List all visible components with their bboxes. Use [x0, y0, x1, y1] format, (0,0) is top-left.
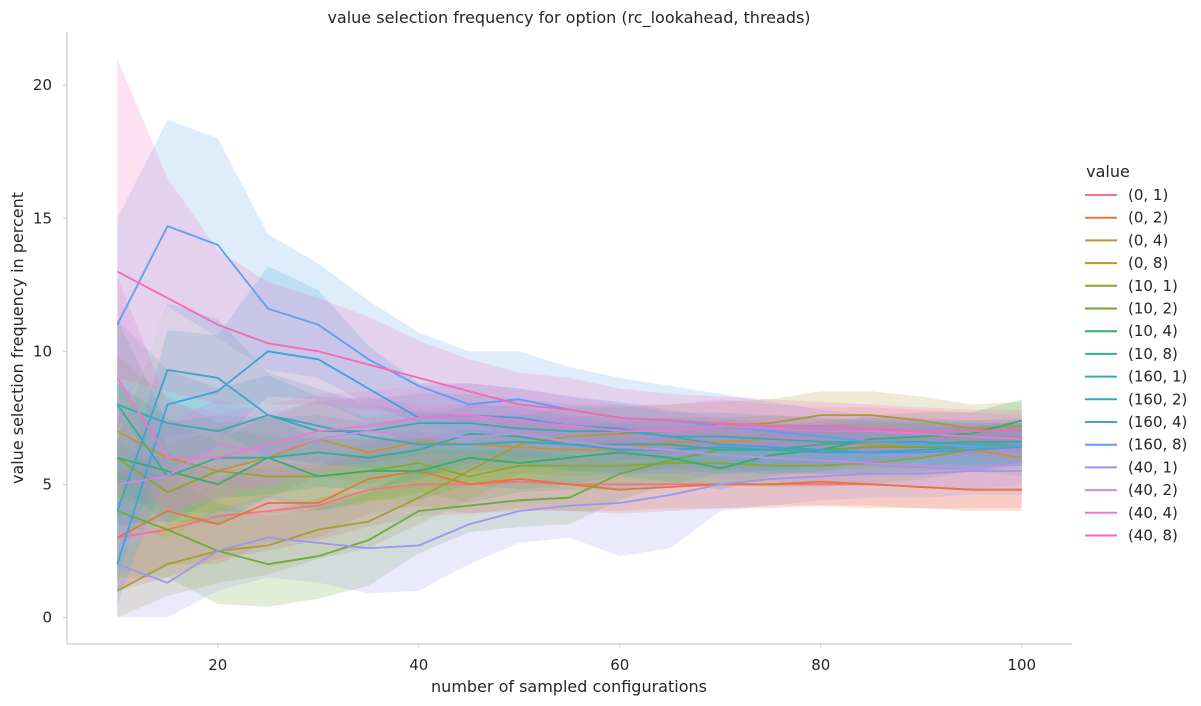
y-tick-label: 10 [33, 342, 52, 360]
x-axis-label: number of sampled configurations [431, 677, 707, 696]
series-4-band [117, 383, 1022, 538]
legend-entry: (160, 2) [1128, 390, 1187, 408]
legend-entry: (10, 2) [1128, 300, 1178, 318]
chart-title: value selection frequency for option (rc… [327, 8, 810, 28]
series-9-band [117, 303, 1022, 578]
series-5-band [117, 423, 1022, 607]
x-tick-label: 100 [1007, 656, 1036, 674]
series-3-line [116, 414, 1022, 592]
legend-entry: (40, 1) [1128, 458, 1178, 476]
series-1-line [116, 470, 1022, 539]
series-5-line [116, 443, 1022, 566]
x-tick-label: 40 [409, 656, 428, 674]
y-tick-label: 0 [42, 608, 52, 626]
legend-entry: (40, 8) [1128, 527, 1178, 545]
y-tick-label: 15 [33, 209, 52, 227]
series-13-line [117, 430, 1022, 486]
series-15-band [117, 58, 1022, 453]
series-8-band [117, 319, 1022, 485]
legend-entry: (40, 4) [1128, 504, 1178, 522]
series-12-line [116, 470, 1022, 584]
x-tick-label: 60 [610, 656, 629, 674]
y-tick-label: 5 [42, 475, 52, 493]
legend-entry: (0, 8) [1128, 254, 1168, 272]
legend-entry: (160, 4) [1128, 413, 1187, 431]
legend-entry: (160, 8) [1128, 436, 1187, 454]
x-tick-label: 80 [811, 656, 830, 674]
y-tick-label: 20 [33, 76, 52, 94]
y-ticks: 0 5 10 15 20 [33, 76, 67, 626]
series-12-band [117, 447, 1022, 618]
legend: value (0, 1) (0, 2) (0, 4) (0, 8) (10, 1) (10… [1085, 162, 1187, 545]
series-10-band [117, 266, 1022, 605]
legend-entry: (0, 4) [1128, 231, 1168, 249]
series-11-band [117, 119, 1022, 472]
legend-entry: (10, 1) [1128, 277, 1178, 295]
legend-entry: (10, 4) [1128, 322, 1178, 340]
x-tick-label: 20 [208, 656, 227, 674]
series-lines [116, 225, 1023, 592]
series-6-band [117, 383, 1022, 525]
legend-entry: (0, 2) [1128, 209, 1168, 227]
legend-entry: (160, 1) [1128, 368, 1187, 386]
series-14-line [116, 377, 1022, 459]
legend-entry: (0, 1) [1128, 186, 1168, 204]
legend-entry: (10, 8) [1128, 345, 1178, 363]
legend-entry: (40, 2) [1128, 481, 1178, 499]
x-ticks: 20 40 60 80 100 [208, 644, 1036, 674]
y-axis-label: value selection frequency in percent [8, 192, 27, 484]
series-15-line [116, 270, 1022, 433]
legend-title: value [1086, 162, 1130, 181]
